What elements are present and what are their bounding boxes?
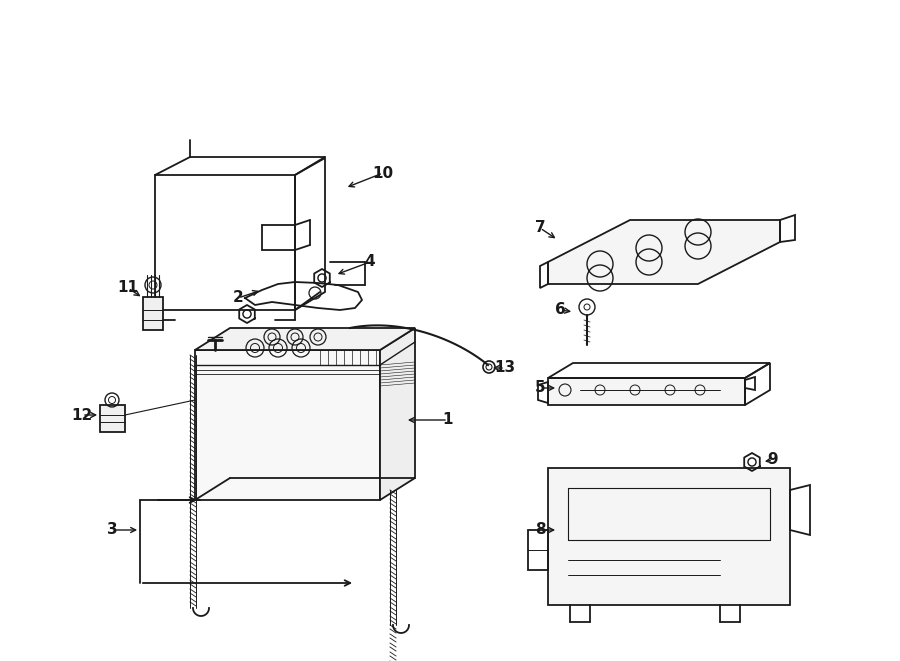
- Polygon shape: [380, 328, 415, 500]
- Text: 11: 11: [118, 280, 139, 295]
- Text: 10: 10: [373, 165, 393, 180]
- Polygon shape: [195, 328, 415, 350]
- Text: 5: 5: [535, 381, 545, 395]
- Text: 3: 3: [107, 522, 117, 537]
- Text: 8: 8: [535, 522, 545, 537]
- Polygon shape: [548, 378, 745, 405]
- Polygon shape: [143, 297, 163, 330]
- Text: 4: 4: [364, 254, 375, 270]
- Text: 1: 1: [443, 412, 454, 428]
- Text: 9: 9: [768, 453, 778, 467]
- Text: 13: 13: [494, 360, 516, 375]
- Text: 6: 6: [554, 303, 565, 317]
- Text: 7: 7: [535, 221, 545, 235]
- Text: 12: 12: [71, 407, 93, 422]
- Polygon shape: [548, 220, 780, 284]
- Polygon shape: [195, 350, 380, 500]
- Text: 2: 2: [232, 290, 243, 305]
- Polygon shape: [100, 405, 125, 432]
- Polygon shape: [548, 468, 790, 605]
